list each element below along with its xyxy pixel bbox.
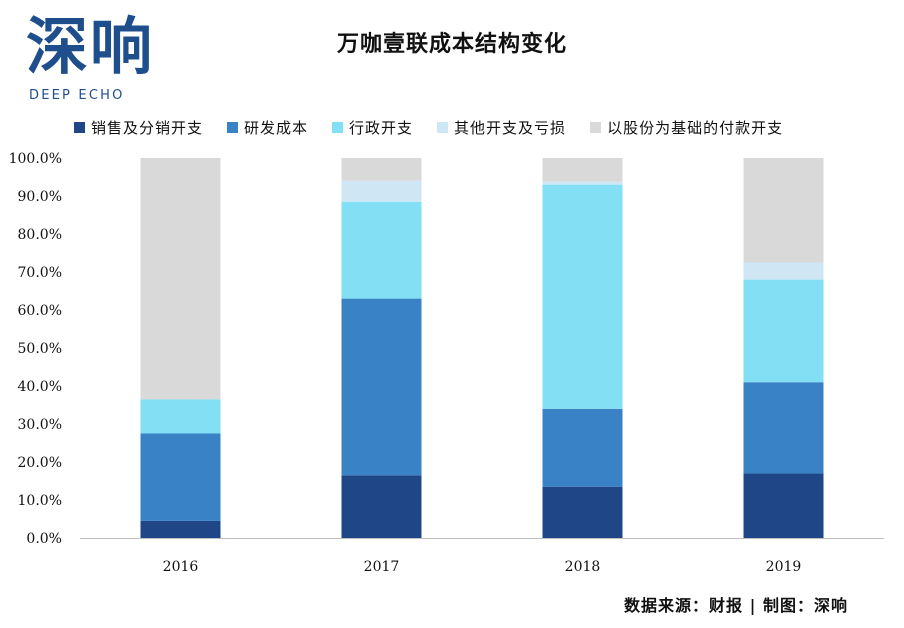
bar-segment xyxy=(542,158,623,182)
y-tick-label: 30.0% xyxy=(18,417,62,433)
bar-segment xyxy=(140,433,221,521)
bar-segment xyxy=(341,201,422,299)
legend-entry: 研发成本 xyxy=(227,117,308,138)
bar-segment xyxy=(542,408,623,487)
y-tick-label: 10.0% xyxy=(18,493,62,509)
bar-segment xyxy=(743,262,824,280)
deep-echo-logo: 深响 DEEP ECHO xyxy=(26,12,166,104)
bar-segment xyxy=(542,181,623,185)
chart-title: 万咖壹联成本结构变化 xyxy=(336,31,567,57)
logo-en-text: DEEP ECHO xyxy=(29,88,125,103)
bar-segment xyxy=(743,473,824,538)
y-tick-label: 20.0% xyxy=(18,455,62,471)
bar-segment xyxy=(341,158,422,181)
legend-label: 行政开支 xyxy=(349,118,414,137)
legend-label: 销售及分销开支 xyxy=(91,118,204,137)
x-tick-label: 2017 xyxy=(364,559,400,575)
logo-cn-text: 深响 xyxy=(26,10,155,83)
bar-segment xyxy=(743,158,824,263)
legend-label: 以股份为基础的付款开支 xyxy=(607,118,784,137)
bar-segment xyxy=(743,382,824,474)
y-tick-label: 60.0% xyxy=(18,303,62,319)
legend-entry: 其他开支及亏损 xyxy=(437,117,566,138)
bar-segment xyxy=(341,298,422,476)
legend-entry: 以股份为基础的付款开支 xyxy=(590,117,783,138)
legend-swatch xyxy=(437,121,449,133)
legend-swatch xyxy=(332,121,344,133)
bar-segment xyxy=(341,180,422,202)
legend-label: 研发成本 xyxy=(244,118,309,137)
y-tick-label: 100.0% xyxy=(9,151,62,167)
bar-segment xyxy=(140,158,221,400)
x-tick-label: 2019 xyxy=(766,559,802,575)
bar-segment xyxy=(140,399,221,434)
legend-entry: 行政开支 xyxy=(332,117,413,138)
x-tick-label: 2018 xyxy=(565,559,601,575)
chart-legend: 销售及分销开支 研发成本 行政开支 其他开支及亏损 以股份为基础的付款开支 xyxy=(74,116,807,138)
y-tick-label: 40.0% xyxy=(18,379,62,395)
legend-swatch xyxy=(74,121,85,133)
x-tick-label: 2016 xyxy=(163,559,199,575)
legend-label: 其他开支及亏损 xyxy=(454,118,567,137)
legend-swatch xyxy=(590,121,602,133)
bar-segment xyxy=(341,475,422,538)
y-tick-label: 0.0% xyxy=(26,531,62,547)
bar-segment xyxy=(542,184,623,409)
legend-entry: 销售及分销开支 xyxy=(74,117,203,138)
y-tick-label: 90.0% xyxy=(18,189,62,205)
y-tick-label: 50.0% xyxy=(18,341,62,357)
bar-segment xyxy=(743,279,824,383)
y-tick-label: 70.0% xyxy=(18,265,62,281)
legend-swatch xyxy=(227,121,239,133)
y-tick-label: 80.0% xyxy=(18,227,62,243)
bar-segment xyxy=(542,486,623,538)
bar-segment xyxy=(140,520,221,538)
source-note: 数据来源：财报 | 制图：深响 xyxy=(624,596,848,615)
